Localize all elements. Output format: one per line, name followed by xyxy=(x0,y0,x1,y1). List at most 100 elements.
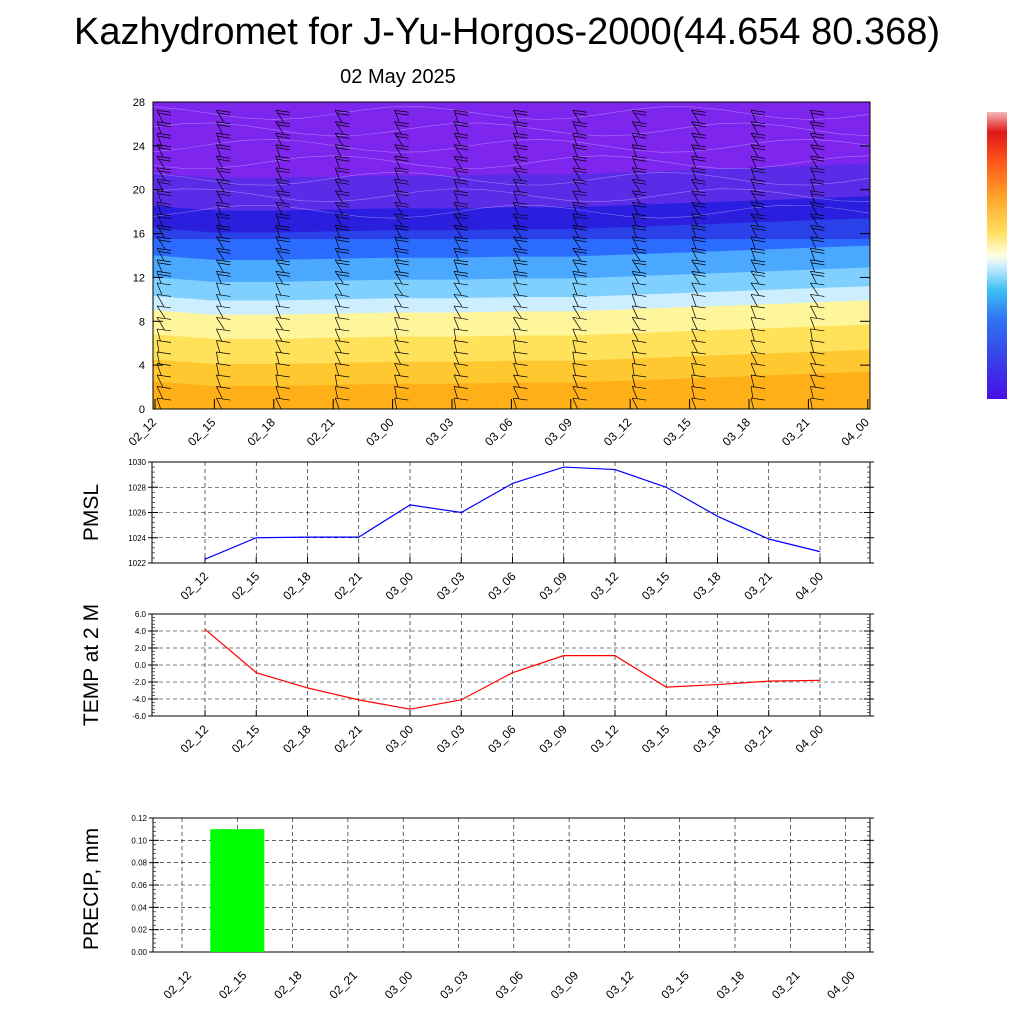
wind-barb xyxy=(275,282,290,296)
wind-barb xyxy=(453,201,469,215)
wind-barb xyxy=(631,271,647,284)
wind-barb xyxy=(810,167,825,180)
wind-barb xyxy=(216,109,231,123)
wind-barb xyxy=(394,386,409,399)
wind-barb xyxy=(216,248,231,261)
wind-barb xyxy=(631,121,647,134)
wind-barb xyxy=(275,167,290,180)
wind-barb xyxy=(691,363,706,376)
wind-barb xyxy=(216,132,231,146)
wind-barb xyxy=(275,132,290,146)
wind-barb xyxy=(631,225,647,238)
x-tick-label: 04_00 xyxy=(793,722,827,756)
wind-barb xyxy=(750,351,766,365)
wind-barb xyxy=(691,190,706,204)
wind-barb xyxy=(334,132,350,146)
wind-barb xyxy=(869,259,870,262)
x-tick-label: 02_18 xyxy=(280,722,314,756)
wind-barb xyxy=(394,248,409,261)
wind-barb xyxy=(275,190,290,204)
x-tick-label: 02_15 xyxy=(216,968,250,1002)
wind-barb xyxy=(334,109,350,123)
wind-barb xyxy=(572,397,587,409)
wind-barb xyxy=(156,386,172,399)
wind-barb xyxy=(810,132,825,146)
y-tick-label: 4 xyxy=(139,360,145,372)
band-jet xyxy=(153,217,870,240)
wind-barb xyxy=(275,317,290,330)
x-tick-label: 03_03 xyxy=(434,569,468,603)
wind-barb xyxy=(156,132,172,146)
wind-barb xyxy=(750,386,766,399)
wind-barb xyxy=(572,190,587,203)
y-tick-label: 0.00 xyxy=(131,948,147,957)
wind-barb xyxy=(513,294,528,307)
wind-barb xyxy=(394,271,409,284)
wind-barb xyxy=(810,363,825,376)
x-tick-label: 03_12 xyxy=(588,722,622,756)
x-tick-label: 03_21 xyxy=(741,722,775,756)
wind-barb xyxy=(156,155,172,169)
x-tick-label: 02_15 xyxy=(229,569,263,603)
x-tick-label: 04_00 xyxy=(793,569,827,603)
wind-barb xyxy=(750,248,766,261)
y-tick-label: 0.12 xyxy=(131,814,147,823)
wind-barb xyxy=(869,351,870,354)
wind-barb xyxy=(810,397,825,409)
wind-barb xyxy=(334,374,350,388)
y-tick-label: 1026 xyxy=(128,509,146,518)
wind-barb xyxy=(750,374,766,388)
wind-barb xyxy=(691,271,706,284)
x-tick-label: 02_12 xyxy=(126,415,160,449)
wind-barb xyxy=(572,374,587,388)
wind-barb xyxy=(275,121,290,134)
wind-barb xyxy=(631,363,647,376)
wind-barb xyxy=(691,225,706,238)
wind-barb xyxy=(513,386,528,399)
cross-section-panel: 0 4 8 12 16 20 24 28 02_12 02_15 02_18 02_21 03_00 03… xyxy=(126,97,873,449)
wind-barb xyxy=(750,294,766,307)
wind-barb xyxy=(394,155,409,169)
colorbar-gradient xyxy=(987,112,1007,399)
y-tick-label: 2.0 xyxy=(135,644,147,653)
wind-barb xyxy=(869,121,870,124)
wind-barb xyxy=(334,351,350,365)
x-tick-label: 03_15 xyxy=(660,415,694,449)
wind-barb xyxy=(156,109,172,123)
wind-barb xyxy=(572,305,587,319)
wind-barb xyxy=(334,282,350,296)
wind-barb xyxy=(869,386,870,388)
wind-barb xyxy=(513,213,528,226)
y-tick-label: 24 xyxy=(133,141,145,153)
wind-barb xyxy=(691,213,706,226)
wind-barb xyxy=(869,294,870,296)
wind-barb xyxy=(750,259,766,273)
wind-barb xyxy=(810,225,825,238)
wind-barb xyxy=(691,340,706,353)
wind-barb xyxy=(156,248,172,261)
wind-barb xyxy=(810,317,825,330)
y-tick-label: -2.0 xyxy=(132,678,146,687)
wind-barb xyxy=(156,236,172,250)
wind-barb xyxy=(691,328,706,342)
wind-barb xyxy=(334,190,350,203)
wind-barb xyxy=(691,305,706,319)
wind-barb xyxy=(334,213,350,226)
wind-barb xyxy=(810,282,825,296)
wind-barb xyxy=(275,201,290,215)
wind-barb xyxy=(453,397,469,409)
x-tick-label: 03_06 xyxy=(485,722,519,756)
wind-barb xyxy=(691,248,706,261)
wind-barb xyxy=(572,109,587,123)
wind-barb xyxy=(513,305,528,319)
wind-barb xyxy=(869,374,870,377)
wind-barb xyxy=(869,340,870,344)
wind-barb xyxy=(334,121,350,134)
wind-barb xyxy=(513,340,528,353)
wind-barb xyxy=(691,374,706,388)
wind-barb xyxy=(216,225,231,238)
wind-barb xyxy=(869,144,870,146)
x-tick-label: 03_06 xyxy=(492,968,526,1002)
x-tick-label: 02_18 xyxy=(244,415,278,449)
wind-barb xyxy=(156,397,172,409)
